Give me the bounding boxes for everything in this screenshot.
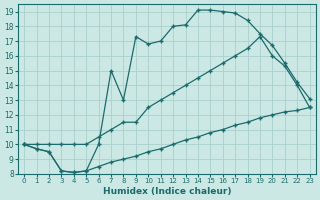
- X-axis label: Humidex (Indice chaleur): Humidex (Indice chaleur): [103, 187, 231, 196]
